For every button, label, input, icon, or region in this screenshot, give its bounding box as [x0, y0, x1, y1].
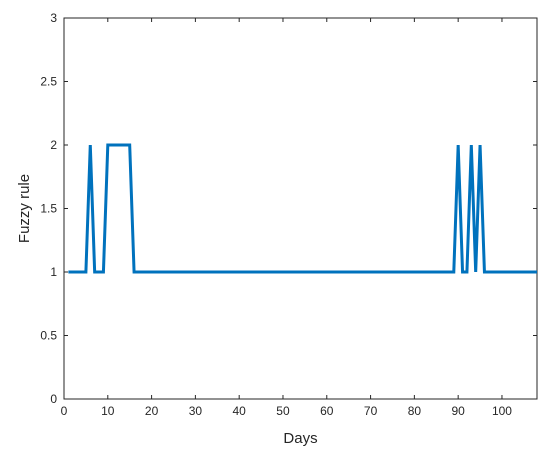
x-tick-label: 10 [101, 404, 115, 418]
x-axis-ticks: 0 10 20 30 40 50 60 70 80 90 100 [61, 18, 512, 418]
x-tick-label: 30 [189, 404, 203, 418]
x-tick-label: 0 [61, 404, 68, 418]
x-tick-label: 40 [233, 404, 247, 418]
y-tick-label: 1.5 [40, 202, 57, 216]
y-tick-label: 2.5 [40, 75, 57, 89]
x-tick-label: 70 [364, 404, 378, 418]
y-tick-label: 0.5 [40, 329, 57, 343]
y-tick-label: 2 [50, 138, 57, 152]
y-tick-label: 1 [50, 265, 57, 279]
y-axis-label: Fuzzy rule [16, 174, 33, 243]
x-tick-label: 60 [320, 404, 334, 418]
series-line [68, 143, 537, 274]
x-tick-label: 90 [451, 404, 465, 418]
x-tick-label: 80 [408, 404, 422, 418]
series-layer [68, 143, 537, 274]
y-tick-label: 3 [50, 11, 57, 25]
x-tick-label: 50 [276, 404, 290, 418]
plot-area [63, 17, 538, 400]
x-tick-label: 100 [492, 404, 512, 418]
x-axis-label: Days [283, 430, 317, 447]
y-axis-ticks: 0 0.5 1 1.5 2 2.5 3 [40, 11, 537, 406]
x-tick-label: 20 [145, 404, 159, 418]
y-tick-label: 0 [50, 392, 57, 406]
